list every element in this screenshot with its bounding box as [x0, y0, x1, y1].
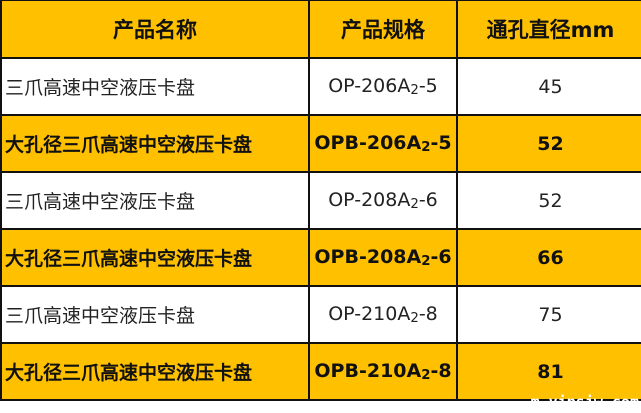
spec-suffix: -5	[418, 75, 438, 97]
product-spec-cell: OP-206A2-5	[308, 57, 458, 116]
bore-diameter-cell: 52	[456, 171, 641, 230]
bore-diameter-cell: 66	[456, 228, 641, 287]
spec-prefix: OPB-208A	[314, 246, 422, 268]
spec-prefix: OPB-206A	[314, 132, 422, 154]
product-spec-cell: OPB-210A2-8	[308, 342, 458, 401]
table-row: 大孔径三爪高速中空液压卡盘 OPB-210A2-8 81	[0, 342, 641, 401]
product-name-cell: 大孔径三爪高速中空液压卡盘	[0, 114, 310, 173]
bore-diameter-cell: 52	[456, 114, 641, 173]
table-row: 三爪高速中空液压卡盘 OP-206A2-5 45	[0, 57, 641, 116]
product-spec-cell: OPB-206A2-5	[308, 114, 458, 173]
spec-subscript: 2	[421, 253, 431, 269]
product-spec-cell: OP-210A2-8	[308, 285, 458, 344]
spec-subscript: 2	[410, 82, 419, 98]
table-row: 大孔径三爪高速中空液压卡盘 OPB-206A2-5 52	[0, 114, 641, 173]
table-row: 大孔径三爪高速中空液压卡盘 OPB-208A2-6 66	[0, 228, 641, 287]
product-name-cell: 大孔径三爪高速中空液压卡盘	[0, 342, 310, 401]
product-spec-cell: OP-208A2-6	[308, 171, 458, 230]
product-table: 产品名称 产品规格 通孔直径mm 三爪高速中空液压卡盘 OP-206A2-5 4…	[0, 0, 641, 401]
bore-diameter-cell: 81	[456, 342, 641, 401]
product-name-cell: 大孔径三爪高速中空液压卡盘	[0, 228, 310, 287]
table-row: 三爪高速中空液压卡盘 OP-210A2-8 75	[0, 285, 641, 344]
spec-suffix: -6	[430, 246, 452, 268]
spec-subscript: 2	[421, 367, 431, 383]
spec-prefix: OP-210A	[328, 303, 411, 325]
header-product-name: 产品名称	[0, 0, 310, 59]
header-product-spec: 产品规格	[308, 0, 458, 59]
watermark: m.vipsjw.com	[530, 393, 639, 411]
product-name-cell: 三爪高速中空液压卡盘	[0, 285, 310, 344]
header-row: 产品名称 产品规格 通孔直径mm	[0, 0, 641, 59]
spec-prefix: OP-208A	[328, 189, 411, 211]
bore-diameter-cell: 45	[456, 57, 641, 116]
spec-subscript: 2	[410, 310, 419, 326]
header-bore-diameter: 通孔直径mm	[456, 0, 641, 59]
spec-subscript: 2	[410, 196, 419, 212]
product-name-cell: 三爪高速中空液压卡盘	[0, 171, 310, 230]
spec-suffix: -8	[430, 360, 452, 382]
product-spec-cell: OPB-208A2-6	[308, 228, 458, 287]
table-row: 三爪高速中空液压卡盘 OP-208A2-6 52	[0, 171, 641, 230]
spec-subscript: 2	[421, 139, 431, 155]
spec-suffix: -5	[430, 132, 452, 154]
spec-prefix: OPB-210A	[314, 360, 422, 382]
bore-diameter-cell: 75	[456, 285, 641, 344]
product-name-cell: 三爪高速中空液压卡盘	[0, 57, 310, 116]
spec-suffix: -8	[418, 303, 438, 325]
spec-prefix: OP-206A	[328, 75, 411, 97]
spec-suffix: -6	[418, 189, 438, 211]
